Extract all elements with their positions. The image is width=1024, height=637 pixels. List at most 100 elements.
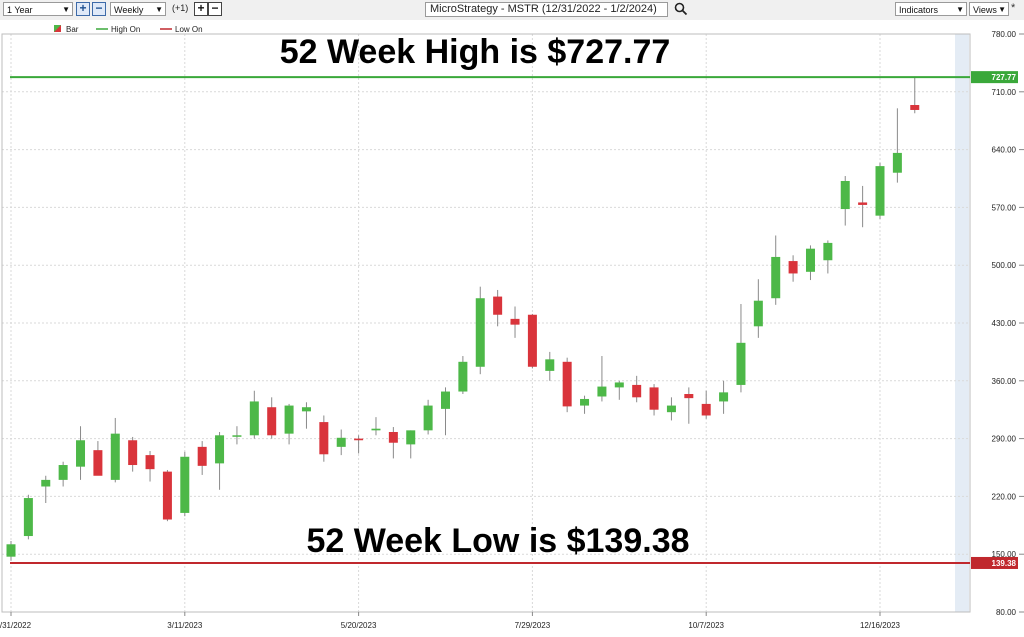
candle-up xyxy=(736,342,746,385)
candle-up xyxy=(805,248,815,272)
candle-down xyxy=(562,361,572,407)
low-price-tag xyxy=(971,556,1018,569)
legend-bar-swatch xyxy=(54,25,61,32)
candle-up xyxy=(406,430,416,445)
period-select-value: 1 Year xyxy=(7,5,33,15)
x-tick-label: 7/29/2023 xyxy=(515,621,551,630)
interval-select[interactable]: Weekly ▼ xyxy=(110,2,166,16)
legend: Bar High On Low On xyxy=(54,25,203,34)
candle-down xyxy=(388,431,398,443)
x-tick-label: 5/20/2023 xyxy=(341,621,377,630)
candle-up xyxy=(666,405,676,413)
candle-up xyxy=(76,440,86,467)
indicators-select-value: Indicators xyxy=(899,5,939,15)
candle-up xyxy=(336,437,346,447)
candle-down xyxy=(858,202,868,205)
y-axis: 80.00 150.00 220.00 290.00 360.00 430.00 500.0… xyxy=(992,30,1024,617)
chevron-down-icon: ▼ xyxy=(998,5,1006,14)
high-annotation: 52 Week High is $727.77 xyxy=(280,33,671,71)
x-tick-label: 12/31/2022 xyxy=(0,621,32,630)
candle-down xyxy=(93,450,103,476)
candle-up xyxy=(423,405,433,431)
x-tick-label: 12/16/2023 xyxy=(860,621,901,630)
chart-background xyxy=(0,20,1024,637)
candle-down xyxy=(684,394,694,399)
candle-up xyxy=(458,361,468,392)
candle-up xyxy=(614,382,624,388)
reference-lines: 727.77 139.38 xyxy=(10,71,1018,569)
candle-down xyxy=(632,384,642,398)
candle-down xyxy=(197,446,207,466)
candle-down xyxy=(649,387,659,410)
interval-select-value: Weekly xyxy=(114,5,144,15)
candle-down xyxy=(267,407,277,436)
candle-up xyxy=(284,405,294,434)
candle-up xyxy=(823,242,833,261)
step-back-button[interactable]: − xyxy=(208,2,222,16)
candle-up xyxy=(719,392,729,402)
candle-up xyxy=(892,152,902,173)
y-tick-label: 80.00 xyxy=(996,608,1017,617)
candle-up xyxy=(545,359,555,371)
high-price-tag xyxy=(971,71,1018,84)
candle-up xyxy=(6,544,16,557)
y-tick-label: 780.00 xyxy=(992,30,1017,39)
high-price-label: 727.77 xyxy=(992,73,1017,82)
views-select[interactable]: Views ▼ xyxy=(969,2,1009,16)
candle-down xyxy=(527,314,537,367)
plot-border xyxy=(1,33,971,613)
candle-up xyxy=(301,407,311,412)
candle-up xyxy=(232,435,242,437)
candle-down xyxy=(145,455,155,470)
x-tick-label: 3/11/2023 xyxy=(167,621,203,630)
step-forward-button[interactable]: + xyxy=(194,2,208,16)
x-tick-label: 10/7/2023 xyxy=(688,621,724,630)
zoom-out-button[interactable]: − xyxy=(92,2,106,16)
y-tick-label: 640.00 xyxy=(992,146,1017,155)
y-tick-label: 360.00 xyxy=(992,377,1017,386)
candle-down xyxy=(493,296,503,315)
y-tick-label: 570.00 xyxy=(992,203,1017,212)
low-annotation: 52 Week Low is $139.38 xyxy=(306,522,689,560)
y-tick-label: 290.00 xyxy=(992,435,1017,444)
candle-up xyxy=(249,401,259,436)
candle-up xyxy=(475,298,485,367)
candle-up xyxy=(840,180,850,210)
chevron-down-icon: ▼ xyxy=(155,5,163,14)
legend-low-label: Low On xyxy=(175,25,203,34)
y-tick-label: 430.00 xyxy=(992,319,1017,328)
candle-down xyxy=(128,440,138,466)
views-select-value: Views xyxy=(973,5,997,15)
chevron-down-icon: ▼ xyxy=(62,5,70,14)
candle-up xyxy=(875,166,885,216)
candle-up xyxy=(371,428,381,431)
x-axis: 12/31/2022 3/11/2023 5/20/2023 7/29/2023 10/… xyxy=(0,612,901,630)
low-price-label: 139.38 xyxy=(992,559,1017,568)
candle-up xyxy=(215,435,225,464)
candle-down xyxy=(319,422,329,455)
candle-up xyxy=(23,498,33,537)
candle-down xyxy=(788,261,798,274)
chart-title-field[interactable]: MicroStrategy - MSTR (12/31/2022 - 1/2/2… xyxy=(425,2,668,17)
indicators-select[interactable]: Indicators ▼ xyxy=(895,2,967,16)
toolbar: 1 Year ▼ + − Weekly ▼ (+1) + − MicroStra… xyxy=(0,0,1024,21)
period-select[interactable]: 1 Year ▼ xyxy=(3,2,73,16)
candles xyxy=(6,76,920,561)
views-star: * xyxy=(1011,2,1016,14)
chart: Bar High On Low On 80.00 150.00 220.00 290.… xyxy=(0,20,1024,637)
step-label: (+1) xyxy=(172,3,189,13)
candle-up xyxy=(580,398,590,406)
zoom-in-button[interactable]: + xyxy=(76,2,90,16)
search-icon[interactable] xyxy=(674,2,688,16)
candle-up xyxy=(441,391,450,409)
candle-up xyxy=(110,433,120,480)
candle-down xyxy=(162,471,172,520)
legend-bar-label: Bar xyxy=(66,25,79,34)
y-tick-label: 220.00 xyxy=(992,492,1017,501)
candle-up xyxy=(753,300,763,327)
candle-down xyxy=(510,318,520,325)
candle-up xyxy=(771,256,781,299)
chevron-down-icon: ▼ xyxy=(956,5,964,14)
candle-up xyxy=(597,386,607,397)
candle-down xyxy=(701,403,711,416)
